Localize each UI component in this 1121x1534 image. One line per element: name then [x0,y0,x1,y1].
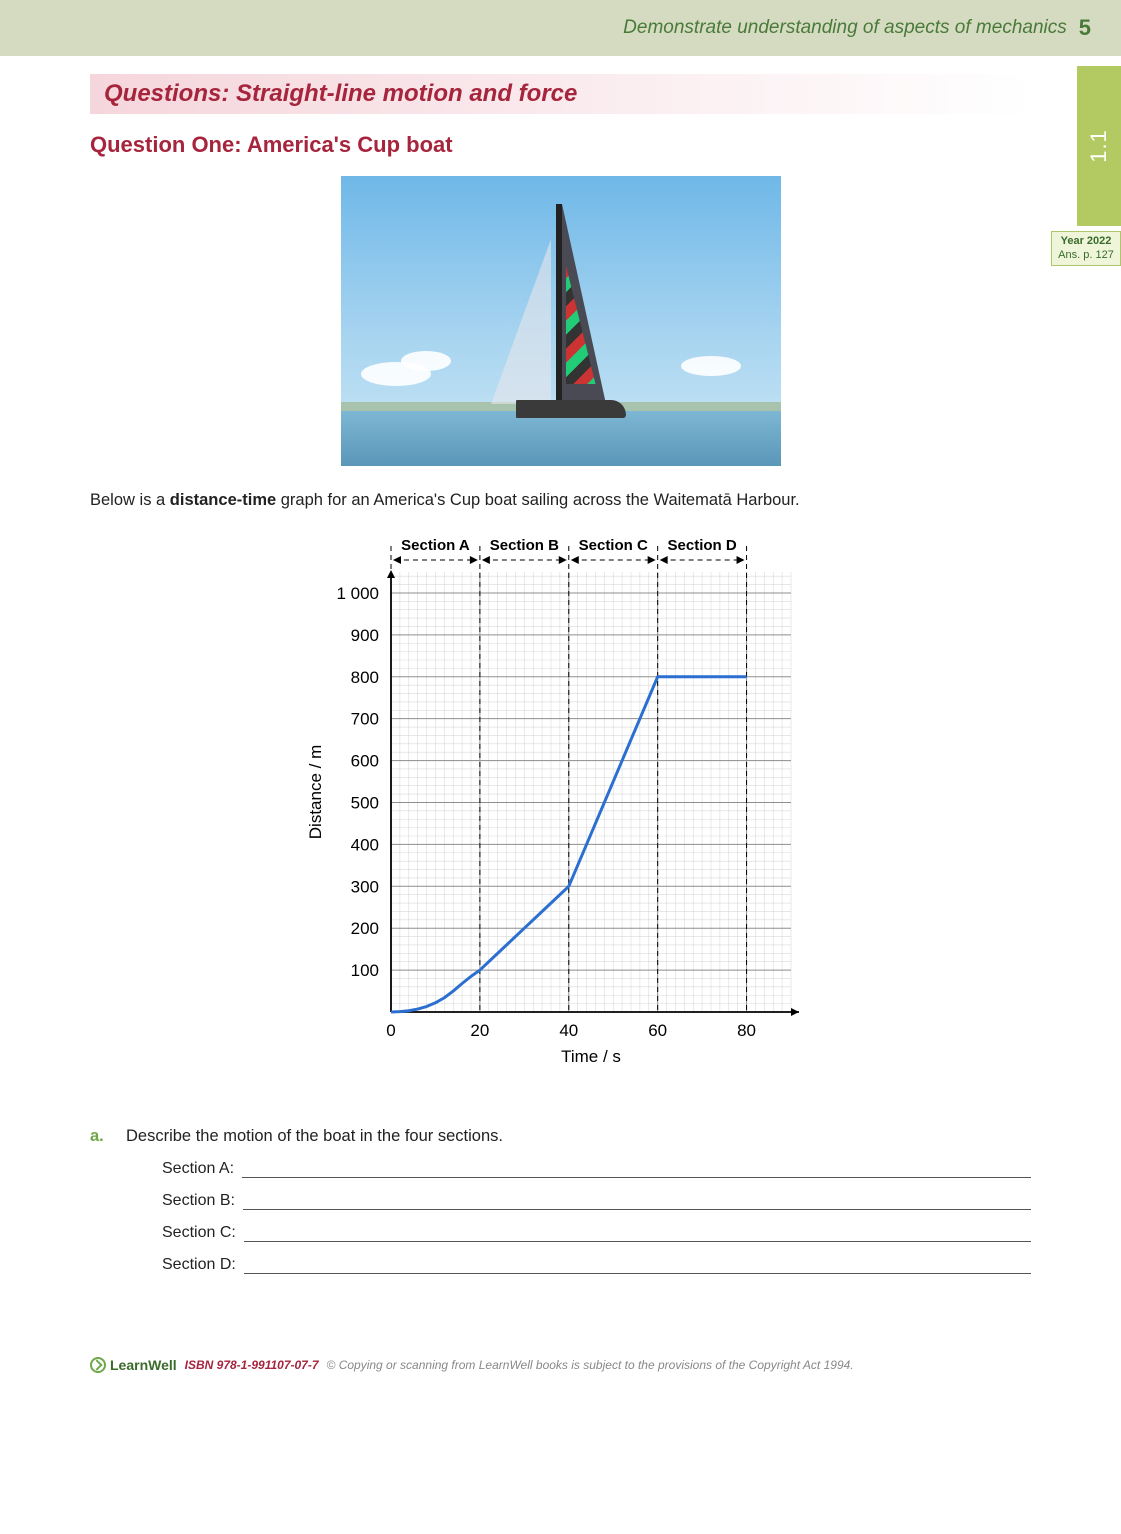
questions-banner: Questions: Straight-line motion and forc… [90,74,1031,114]
svg-text:Section B: Section B [489,537,558,554]
part-letter: a. [90,1127,108,1146]
part-text: Describe the motion of the boat in the f… [126,1127,503,1146]
answer-line-c[interactable]: Section C: [162,1224,1031,1242]
svg-text:700: 700 [350,710,378,729]
svg-text:900: 900 [350,626,378,645]
question-photo [341,176,781,466]
svg-text:600: 600 [350,752,378,771]
brand-logo: LearnWell [90,1357,177,1373]
svg-text:Section D: Section D [667,537,736,554]
svg-text:60: 60 [648,1021,667,1040]
svg-text:800: 800 [350,668,378,687]
intro-text: Below is a distance-time graph for an Am… [90,491,1031,510]
svg-text:400: 400 [350,835,378,854]
answer-lines: Section A: Section B: Section C: Section… [90,1160,1031,1274]
answer-line-a[interactable]: Section A: [162,1160,1031,1178]
question-part-a: a. Describe the motion of the boat in th… [90,1127,1031,1146]
svg-text:Section C: Section C [578,537,647,554]
svg-text:1 000: 1 000 [336,584,379,603]
svg-text:0: 0 [386,1021,395,1040]
svg-text:Distance / m: Distance / m [306,745,325,839]
year-badge: Year 2022 Ans. p. 127 [1051,231,1121,266]
svg-text:100: 100 [350,961,378,980]
page-number: 5 [1079,15,1091,41]
question-title: Question One: America's Cup boat [90,132,1031,158]
svg-text:80: 80 [737,1021,756,1040]
isbn-text: ISBN 978-1-991107-07-7 [185,1358,319,1372]
svg-text:500: 500 [350,793,378,812]
answer-line-b[interactable]: Section B: [162,1192,1031,1210]
svg-text:20: 20 [470,1021,489,1040]
page-header: Demonstrate understanding of aspects of … [0,0,1121,56]
svg-text:300: 300 [350,877,378,896]
svg-text:Section A: Section A [401,537,470,554]
header-title: Demonstrate understanding of aspects of … [623,17,1067,39]
svg-text:Time / s: Time / s [561,1047,621,1066]
svg-text:40: 40 [559,1021,578,1040]
answer-line-d[interactable]: Section D: [162,1256,1031,1274]
section-tab: 1.1 [1077,66,1121,226]
copyright-text: © Copying or scanning from LearnWell boo… [327,1358,854,1372]
page-footer: LearnWell ISBN 978-1-991107-07-7 © Copyi… [90,1348,1031,1373]
brand-icon [90,1357,106,1373]
distance-time-chart: 0 20 40 60 80 100 200 300 400 500 600 700 800 900 1 00… [281,532,841,1092]
svg-text:200: 200 [350,919,378,938]
